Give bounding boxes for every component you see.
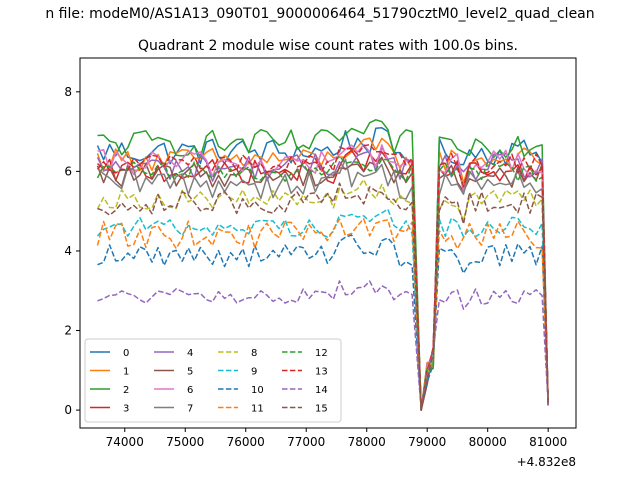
x-offset-label: +4.832e8: [517, 455, 576, 469]
legend-label-14: 14: [315, 385, 328, 396]
x-tick-label: 80000: [469, 435, 507, 449]
series-line-7: [96, 158, 549, 411]
x-tick-label: 76000: [227, 435, 265, 449]
y-tick-label: 4: [64, 244, 72, 258]
series-line-13: [96, 143, 549, 411]
chart-title: Quadrant 2 module wise count rates with …: [138, 38, 518, 54]
legend-label-11: 11: [251, 404, 264, 415]
legend-label-9: 9: [251, 367, 257, 378]
series-line-14: [97, 280, 549, 411]
legend-label-5: 5: [187, 367, 193, 378]
x-tick-label: 75000: [166, 435, 204, 449]
legend-label-13: 13: [315, 367, 328, 378]
legend-label-1: 1: [123, 367, 129, 378]
series-line-10: [97, 234, 549, 411]
legend-label-12: 12: [315, 348, 328, 359]
legend-label-6: 6: [187, 385, 193, 396]
legend-label-7: 7: [187, 404, 193, 415]
y-tick-label: 8: [64, 85, 72, 99]
series-line-15: [97, 182, 549, 411]
plot-axes: 74000 75000 76000 77000 78000 79000 80000 81000…: [64, 85, 567, 449]
legend-box: [84, 338, 342, 423]
legend-label-15: 15: [315, 404, 328, 415]
legend-label-0: 0: [123, 348, 129, 359]
series-line-11: [96, 217, 549, 411]
y-tick-label: 0: [64, 403, 72, 417]
legend-label-2: 2: [123, 385, 129, 396]
plot-frame: [79, 57, 577, 429]
legend-label-3: 3: [123, 404, 129, 415]
x-tick-label: 79000: [408, 435, 446, 449]
legend-label-10: 10: [251, 385, 264, 396]
x-tick-label: 81000: [529, 435, 567, 449]
x-tick-label: 74000: [106, 435, 144, 449]
series-lines: [96, 119, 549, 411]
figure-suptitle: n file: modeM0/AS1A13_090T01_9000006464_…: [45, 6, 594, 22]
legend-label-8: 8: [251, 348, 257, 359]
y-tick-label: 2: [64, 324, 72, 338]
legend-label-4: 4: [187, 348, 193, 359]
x-tick-label: 78000: [348, 435, 386, 449]
series-line-2: [97, 119, 549, 411]
x-tick-label: 77000: [287, 435, 325, 449]
series-line-5: [96, 156, 549, 411]
y-tick-label: 6: [64, 164, 72, 178]
series-line-12: [96, 155, 549, 411]
series-line-6: [97, 143, 549, 411]
